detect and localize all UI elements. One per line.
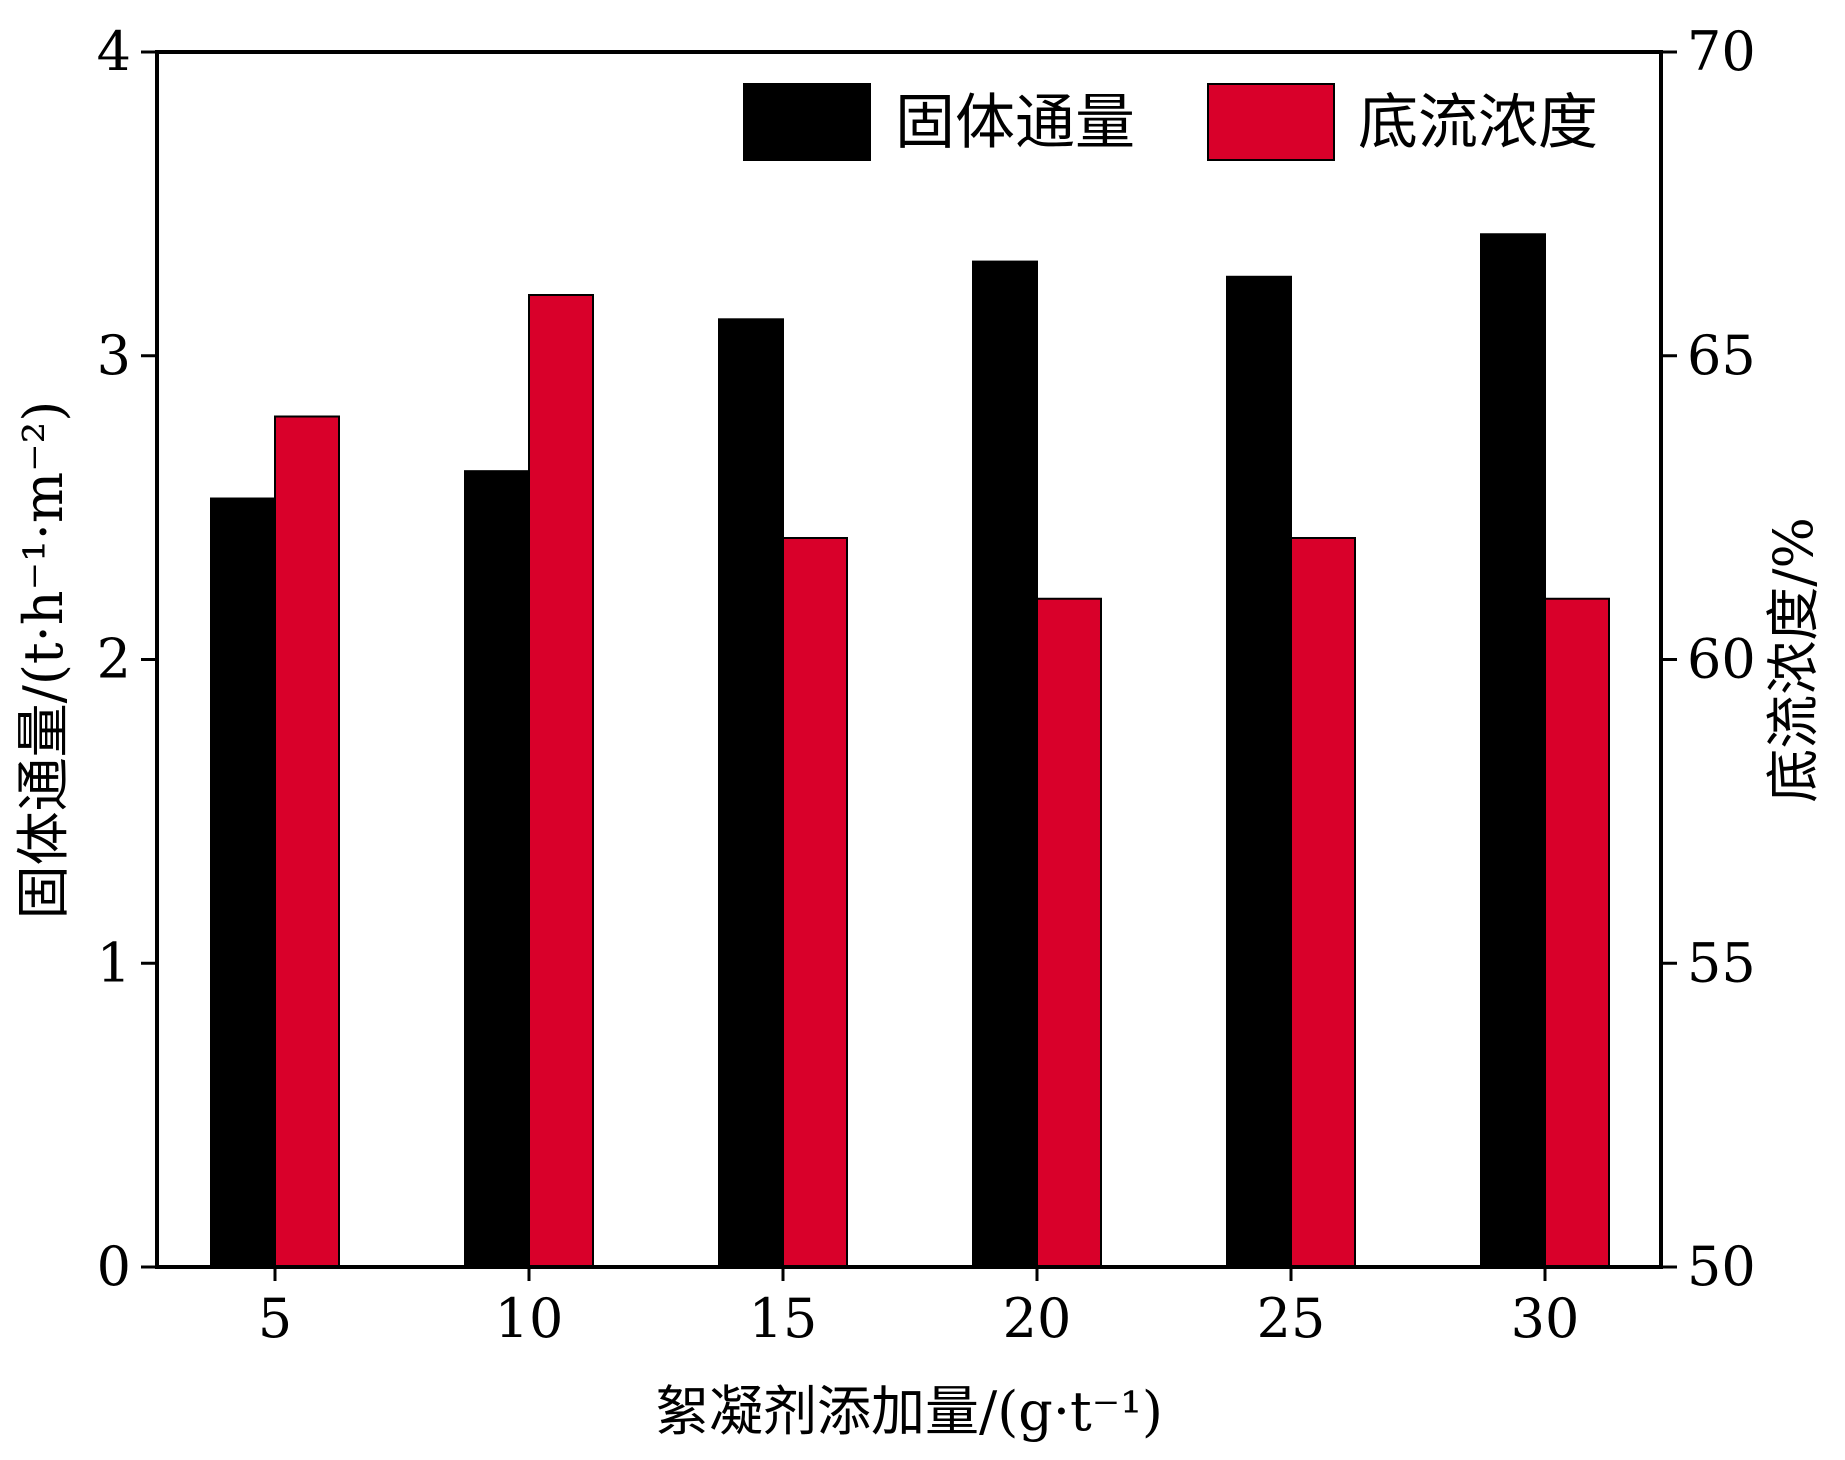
legend-swatch-solid-flux <box>743 83 871 161</box>
y-left-tick-label: 0 <box>97 1235 131 1298</box>
bar-underflow-conc-30 <box>1544 597 1610 1268</box>
y-right-tick-label: 55 <box>1687 931 1756 994</box>
y-right-tick-label: 65 <box>1687 324 1756 387</box>
y-right-tick-label: 70 <box>1687 20 1756 83</box>
legend-label-solid-flux: 固体通量 <box>895 88 1135 158</box>
x-tick-label: 5 <box>258 1287 292 1350</box>
bar-solid-flux-30 <box>1480 233 1546 1268</box>
x-tick-label: 15 <box>749 1287 818 1350</box>
bar-underflow-conc-25 <box>1290 537 1356 1268</box>
legend: 固体通量 底流浓度 <box>743 83 1598 161</box>
x-tick-label: 25 <box>1257 1287 1326 1350</box>
bar-underflow-conc-10 <box>528 294 594 1268</box>
y-axis-left-title: 固体通量/(t·h⁻¹·m⁻²) <box>12 401 75 920</box>
plot-frame <box>155 50 1663 1269</box>
y-left-tick-label: 2 <box>97 628 131 691</box>
y-axis-right-title: 底流浓度/% <box>1762 517 1825 803</box>
y-left-tick-label: 1 <box>97 931 131 994</box>
bar-solid-flux-10 <box>464 470 530 1268</box>
bar-underflow-conc-15 <box>782 537 848 1268</box>
legend-label-underflow-conc: 底流浓度 <box>1358 88 1598 158</box>
bar-underflow-conc-20 <box>1036 597 1102 1268</box>
ticks-layer: 5 10 15 20 25 30 0 1 2 3 4 50 55 60 65 70 <box>97 20 1756 1350</box>
bars-layer <box>210 233 1610 1268</box>
bar-underflow-conc-5 <box>274 415 340 1268</box>
y-right-tick-label: 50 <box>1687 1235 1756 1298</box>
x-tick-label: 30 <box>1511 1287 1580 1350</box>
y-left-tick-label: 4 <box>97 20 131 83</box>
x-tick-label: 10 <box>495 1287 564 1350</box>
legend-swatch-underflow-conc <box>1207 83 1335 161</box>
y-right-tick-label: 60 <box>1687 628 1756 691</box>
x-tick-label: 20 <box>1003 1287 1072 1350</box>
bar-solid-flux-20 <box>972 260 1038 1268</box>
y-left-tick-label: 3 <box>97 324 131 387</box>
bar-solid-flux-5 <box>210 497 276 1268</box>
x-axis-title: 絮凝剂添加量/(g·t⁻¹) <box>655 1380 1163 1443</box>
bar-solid-flux-25 <box>1226 275 1292 1268</box>
bar-solid-flux-15 <box>718 318 784 1268</box>
